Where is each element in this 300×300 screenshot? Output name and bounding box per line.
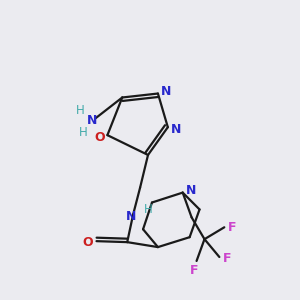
Text: N: N: [161, 85, 171, 98]
Text: H: H: [79, 126, 88, 139]
Text: H: H: [144, 203, 152, 216]
Text: F: F: [228, 221, 236, 234]
Text: O: O: [82, 236, 93, 249]
Text: O: O: [94, 130, 105, 144]
Text: H: H: [76, 104, 85, 117]
Text: N: N: [87, 114, 98, 127]
Text: N: N: [126, 210, 136, 223]
Text: F: F: [190, 264, 199, 278]
Text: N: N: [185, 184, 196, 197]
Text: N: N: [171, 123, 181, 136]
Text: F: F: [223, 253, 232, 266]
